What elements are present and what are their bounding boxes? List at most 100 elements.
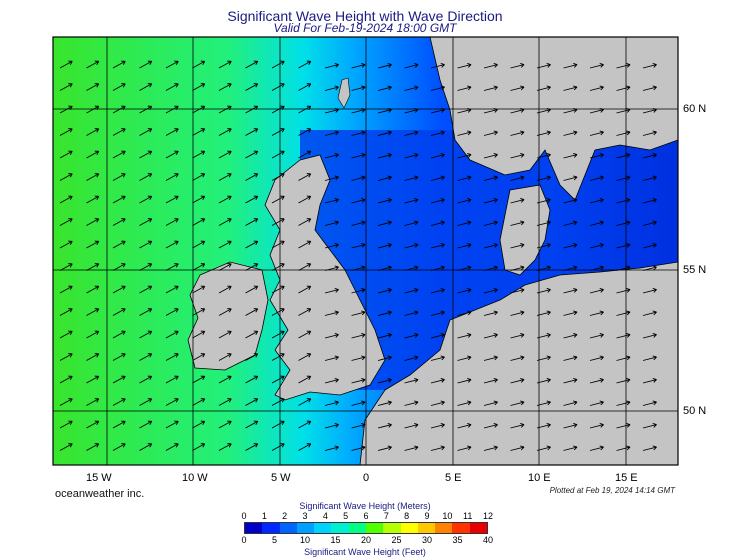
colorbar-swatch	[452, 523, 470, 533]
direction-arrow	[510, 152, 525, 159]
direction-arrow	[457, 107, 472, 114]
direction-arrow	[271, 240, 285, 249]
direction-arrow	[616, 220, 631, 226]
direction-arrow	[483, 400, 498, 406]
direction-arrow	[616, 152, 631, 159]
direction-arrow	[112, 195, 126, 204]
direction-arrow	[510, 310, 525, 316]
direction-arrow	[536, 377, 551, 384]
colorbar-swatch	[331, 523, 349, 533]
direction-arrow	[510, 175, 525, 181]
direction-arrow	[351, 445, 366, 451]
direction-arrow	[377, 287, 392, 294]
direction-arrow	[404, 107, 419, 114]
direction-arrow	[536, 422, 551, 429]
direction-arrow	[483, 242, 498, 249]
direction-arrow	[430, 62, 445, 69]
direction-arrow	[218, 128, 232, 136]
direction-arrow	[616, 62, 631, 69]
direction-arrow	[430, 355, 445, 361]
direction-arrow	[86, 128, 100, 136]
direction-arrow	[112, 240, 126, 249]
direction-arrow	[589, 445, 604, 451]
direction-arrow	[271, 443, 285, 451]
feet-tick: 15	[330, 535, 341, 545]
direction-arrow	[218, 240, 232, 249]
direction-arrow	[642, 175, 657, 181]
direction-arrow	[351, 130, 366, 136]
direction-arrow	[165, 150, 179, 159]
direction-arrow	[271, 60, 285, 69]
direction-arrow	[430, 287, 445, 294]
direction-arrow	[483, 175, 498, 181]
direction-arrow	[298, 353, 312, 361]
direction-arrow	[165, 240, 179, 249]
direction-arrow	[192, 195, 206, 204]
direction-arrow	[616, 332, 631, 339]
direction-arrow	[59, 375, 73, 384]
direction-arrow	[404, 85, 419, 91]
direction-arrow	[589, 107, 604, 114]
direction-arrow	[377, 197, 392, 204]
direction-arrow	[510, 377, 525, 384]
direction-arrow	[589, 130, 604, 136]
direction-arrow	[298, 218, 312, 226]
direction-arrow	[430, 265, 445, 271]
denmark-land	[499, 184, 551, 276]
direction-arrow	[165, 330, 179, 339]
direction-arrow	[271, 195, 285, 204]
direction-arrow	[271, 128, 285, 136]
colorbar-swatch	[417, 523, 436, 533]
map-subtitle: Valid For Feb-19-2024 18:00 GMT	[273, 21, 457, 35]
direction-arrow	[245, 263, 259, 271]
direction-arrow	[139, 398, 153, 406]
lat-label-60n: 60 N	[683, 103, 707, 115]
meters-tick: 9	[424, 511, 430, 521]
lon-label-15w: 15 W	[86, 472, 112, 484]
direction-arrow	[298, 285, 312, 294]
legend-feet-title: Significant Wave Height (Feet)	[304, 547, 426, 557]
direction-arrow	[218, 150, 232, 159]
direction-arrow	[218, 60, 232, 69]
direction-arrow	[536, 287, 551, 294]
direction-arrow	[536, 355, 551, 361]
direction-arrow	[404, 175, 419, 181]
meters-tick: 6	[363, 511, 369, 521]
direction-arrow	[192, 128, 206, 136]
direction-arrow	[457, 197, 472, 204]
direction-arrow	[86, 240, 100, 249]
direction-arrow	[192, 60, 206, 69]
direction-arrow	[324, 107, 339, 114]
direction-arrow	[218, 375, 232, 384]
direction-arrow	[483, 445, 498, 451]
direction-arrow	[245, 240, 259, 249]
direction-arrow	[86, 375, 100, 384]
direction-arrow	[483, 332, 498, 339]
direction-arrow	[324, 130, 339, 136]
direction-arrow	[271, 83, 285, 91]
direction-arrow	[563, 152, 578, 159]
direction-arrow	[351, 197, 366, 204]
direction-arrow	[86, 285, 100, 294]
direction-arrow	[377, 310, 392, 316]
direction-arrow	[616, 355, 631, 361]
direction-arrow	[404, 445, 419, 451]
direction-arrow	[589, 310, 604, 316]
direction-arrow	[351, 332, 366, 339]
direction-arrow	[377, 85, 392, 91]
colorbar-swatch	[400, 523, 418, 533]
direction-arrow	[616, 107, 631, 114]
meters-tick: 12	[482, 511, 493, 521]
direction-arrow	[430, 130, 445, 136]
colorbar-swatch	[435, 523, 453, 533]
colorbar-swatch	[314, 523, 332, 533]
direction-arrow	[139, 420, 153, 429]
direction-arrow	[642, 130, 657, 136]
direction-arrow	[86, 263, 100, 271]
direction-arrow	[377, 242, 392, 249]
feet-tick: 0	[241, 535, 247, 545]
direction-arrow	[589, 377, 604, 384]
direction-arrow	[483, 287, 498, 294]
direction-arrow	[165, 128, 179, 136]
direction-arrow	[616, 445, 631, 451]
